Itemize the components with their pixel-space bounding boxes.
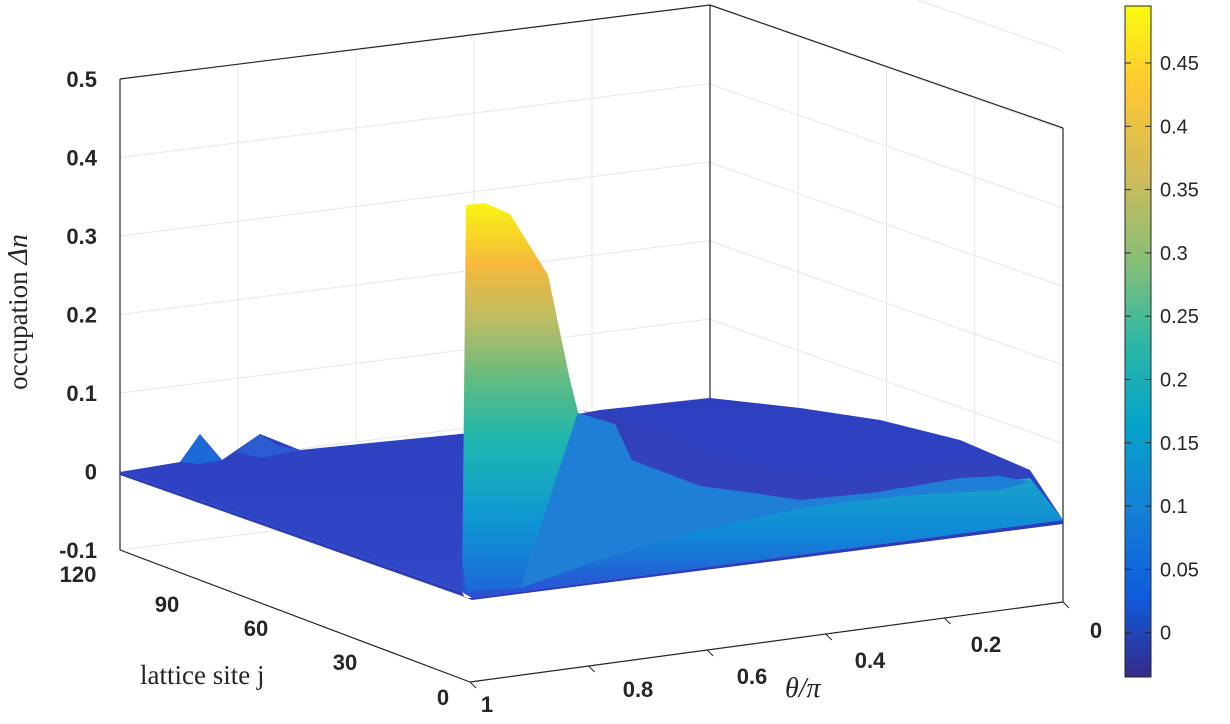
y-axis-ticks: 0 30 60 90 120 xyxy=(60,562,449,710)
z-tick-label: -0.1 xyxy=(59,538,97,563)
z-tick-label: 0.2 xyxy=(66,303,97,328)
surface-peak xyxy=(462,203,578,592)
x-tick-label: 0.2 xyxy=(971,632,1002,657)
z-axis-label: occupation Δn xyxy=(3,234,34,390)
z-axis-label-text: occupation xyxy=(3,265,33,390)
surface-ridge-shade xyxy=(580,410,1030,500)
x-tick-label: 0 xyxy=(1090,618,1102,643)
colorbar-ticks: 0 0.05 0.1 0.15 0.2 0.25 0.3 0.35 0.4 0.45 xyxy=(1125,53,1199,645)
x-axis-label: θ/π xyxy=(785,673,822,704)
y-tick-label: 90 xyxy=(155,592,179,617)
colorbar-tick-label: 0.25 xyxy=(1160,306,1199,328)
occupation-surface xyxy=(120,203,1063,600)
x-tick-label: 0.4 xyxy=(855,648,886,673)
colorbar-tick-label: 0.2 xyxy=(1160,369,1188,391)
z-tick-label: 0.5 xyxy=(66,67,97,92)
z-axis-ticks: -0.1 0 0.1 0.2 0.3 0.4 0.5 xyxy=(59,67,98,563)
x-axis-ticks: 1 0.8 0.6 0.4 0.2 0 xyxy=(481,618,1102,717)
y-tick-label: 60 xyxy=(244,616,268,641)
colorbar-tick-label: 0.3 xyxy=(1160,243,1188,265)
colorbar-tick-label: 0.45 xyxy=(1160,53,1199,75)
y-tick-label: 30 xyxy=(333,650,357,675)
z-axis-label-symbol: Δn xyxy=(3,234,34,265)
surface-tail xyxy=(462,478,1063,598)
x-tick-label: 1 xyxy=(481,692,493,717)
x-tick-label: 0.8 xyxy=(623,677,654,702)
y-tick-label: 120 xyxy=(60,562,97,587)
z-tick-label: 0 xyxy=(85,460,97,485)
z-tick-label: 0.4 xyxy=(66,146,97,171)
colorbar-tick-label: 0.05 xyxy=(1160,559,1199,581)
colorbar-gradient xyxy=(1124,5,1152,678)
colorbar: 0 0.05 0.1 0.15 0.2 0.25 0.3 0.35 0.4 0.45 xyxy=(1124,5,1199,678)
colorbar-tick-label: 0.1 xyxy=(1160,496,1188,518)
surface-left-ripples-2 xyxy=(236,434,300,458)
x-tick-label: 0.6 xyxy=(737,664,768,689)
y-axis-label: lattice site j xyxy=(140,660,264,690)
colorbar-tick-label: 0 xyxy=(1160,623,1171,645)
z-tick-label: 0.3 xyxy=(66,224,97,249)
colorbar-tick-label: 0.35 xyxy=(1160,180,1199,202)
colorbar-tick-label: 0.15 xyxy=(1160,433,1199,455)
surface-peak-front xyxy=(462,560,520,598)
z-tick-label: 0.1 xyxy=(66,381,97,406)
y-tick-label: 0 xyxy=(437,685,449,710)
surface-tail-upper xyxy=(520,412,1030,588)
surface-left-ripples xyxy=(180,434,222,464)
colorbar-tick-label: 0.4 xyxy=(1160,116,1188,138)
